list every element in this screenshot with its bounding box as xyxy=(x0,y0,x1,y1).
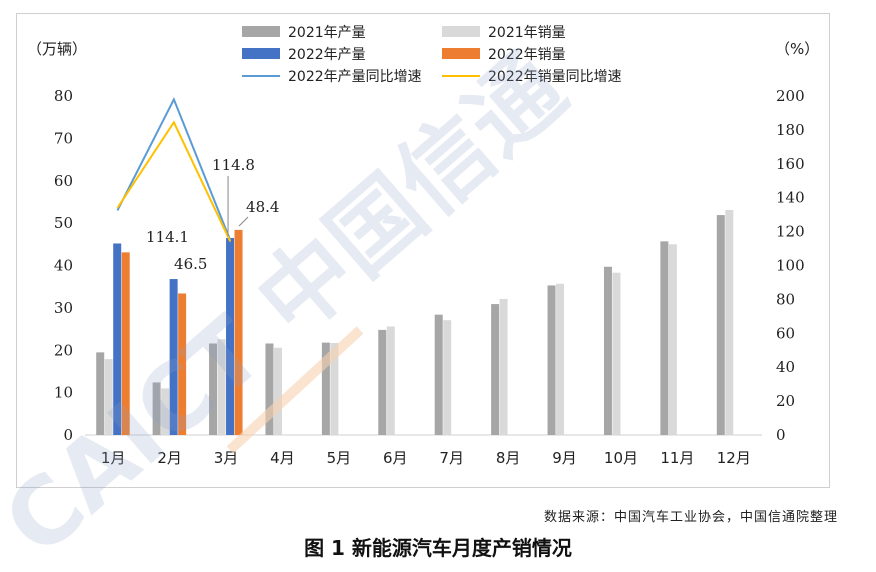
left-axis-unit: （万辆） xyxy=(27,40,87,58)
legend-label: 2021年销量 xyxy=(488,25,566,41)
x-tick-label: 9月 xyxy=(552,449,577,467)
right-tick-label: 180 xyxy=(776,121,805,139)
bar-2021年销量 xyxy=(330,343,339,435)
x-tick-label: 12月 xyxy=(717,449,751,467)
x-tick-label: 7月 xyxy=(439,449,464,467)
bar-2021年产量 xyxy=(716,215,725,435)
right-tick-label: 100 xyxy=(776,257,805,275)
bar-2021年产量 xyxy=(491,304,500,435)
chart-frame: 0 10 20 30 40 50 60 70 80 0 20 40 60 80 100 120 140 160 18… xyxy=(16,13,830,488)
bar-2021年销量 xyxy=(104,359,113,435)
bar-2021年产量 xyxy=(265,343,274,435)
x-tick-label: 4月 xyxy=(270,449,295,467)
bar-2021年销量 xyxy=(668,244,677,435)
data-label-leader xyxy=(238,216,249,227)
left-tick-label: 70 xyxy=(54,129,73,147)
right-tick-label: 0 xyxy=(776,426,786,444)
bar-2021年产量 xyxy=(547,285,556,435)
right-tick-label: 160 xyxy=(776,155,805,173)
bar-2022年产量 xyxy=(113,243,122,435)
bar-2021年产量 xyxy=(152,382,161,435)
data-label: 114.1 xyxy=(146,228,189,246)
left-tick-label: 40 xyxy=(54,257,73,275)
x-tick-label: 5月 xyxy=(327,449,352,467)
right-axis-unit: （%） xyxy=(775,40,819,58)
right-tick-label: 40 xyxy=(776,358,795,376)
bar-2021年产量 xyxy=(434,314,443,435)
bar-2021年销量 xyxy=(161,388,170,435)
legend-label: 2022年产量 xyxy=(288,47,366,63)
bar-2022年销量 xyxy=(121,252,130,435)
bar-2021年销量 xyxy=(443,320,452,435)
x-tick-label: 11月 xyxy=(660,449,694,467)
bar-2021年产量 xyxy=(603,266,612,435)
legend-label: 2021年产量 xyxy=(288,25,366,41)
left-tick-label: 50 xyxy=(54,214,73,232)
left-tick-label: 30 xyxy=(54,299,73,317)
x-tick-label: 8月 xyxy=(496,449,521,467)
bar-2022年产量 xyxy=(226,237,235,435)
bar-2022年销量 xyxy=(234,229,243,435)
x-tick-label: 2月 xyxy=(157,449,182,467)
bar-2021年销量 xyxy=(725,209,734,435)
legend-label: 2022年销量同比增速 xyxy=(488,69,622,85)
figure-caption: 图 1 新能源汽车月度产销情况 xyxy=(304,536,572,560)
bar-2021年销量 xyxy=(499,298,508,435)
bar-2021年销量 xyxy=(386,326,395,435)
right-tick-label: 60 xyxy=(776,324,795,342)
bar-2021年销量 xyxy=(612,272,621,435)
bar-2021年产量 xyxy=(96,352,105,435)
left-tick-label: 10 xyxy=(54,384,73,402)
x-tick-label: 1月 xyxy=(101,449,126,467)
right-tick-label: 80 xyxy=(776,290,795,308)
bar-2021年销量 xyxy=(217,339,226,435)
x-tick-label: 3月 xyxy=(214,449,239,467)
line-2022年销量同比增速 xyxy=(116,120,232,243)
data-label: 48.4 xyxy=(246,198,279,216)
bar-2021年产量 xyxy=(378,329,387,435)
bar-2021年产量 xyxy=(660,241,669,435)
bar-2022年产量 xyxy=(169,279,178,435)
left-tick-label: 60 xyxy=(54,172,73,190)
right-tick-label: 200 xyxy=(776,87,805,105)
line-2022年产量同比增速 xyxy=(116,96,232,241)
right-tick-label: 20 xyxy=(776,392,795,410)
right-tick-label: 140 xyxy=(776,189,805,207)
legend-swatch xyxy=(242,26,280,37)
legend-label: 2022年销量 xyxy=(488,47,566,63)
legend-swatch xyxy=(442,26,480,37)
data-label: 114.8 xyxy=(212,156,255,174)
bar-2021年产量 xyxy=(209,343,218,435)
source-note: 数据来源：中国汽车工业协会，中国信通院整理 xyxy=(543,510,838,525)
bar-2022年销量 xyxy=(178,293,187,435)
chart: 0 10 20 30 40 50 60 70 80 0 20 40 60 80 100 120 140 160 18… xyxy=(27,25,819,467)
left-tick-label: 0 xyxy=(63,426,73,444)
data-label: 46.5 xyxy=(174,255,207,273)
legend-swatch xyxy=(242,48,280,59)
right-tick-label: 120 xyxy=(776,223,805,241)
bar-2021年产量 xyxy=(321,342,330,435)
bar-2021年销量 xyxy=(273,347,282,435)
left-tick-label: 20 xyxy=(54,341,73,359)
bar-2021年销量 xyxy=(556,283,565,435)
left-tick-label: 80 xyxy=(54,87,73,105)
legend-label: 2022年产量同比增速 xyxy=(288,69,422,85)
x-tick-label: 6月 xyxy=(383,449,408,467)
x-tick-label: 10月 xyxy=(604,449,638,467)
legend-swatch xyxy=(442,48,480,59)
